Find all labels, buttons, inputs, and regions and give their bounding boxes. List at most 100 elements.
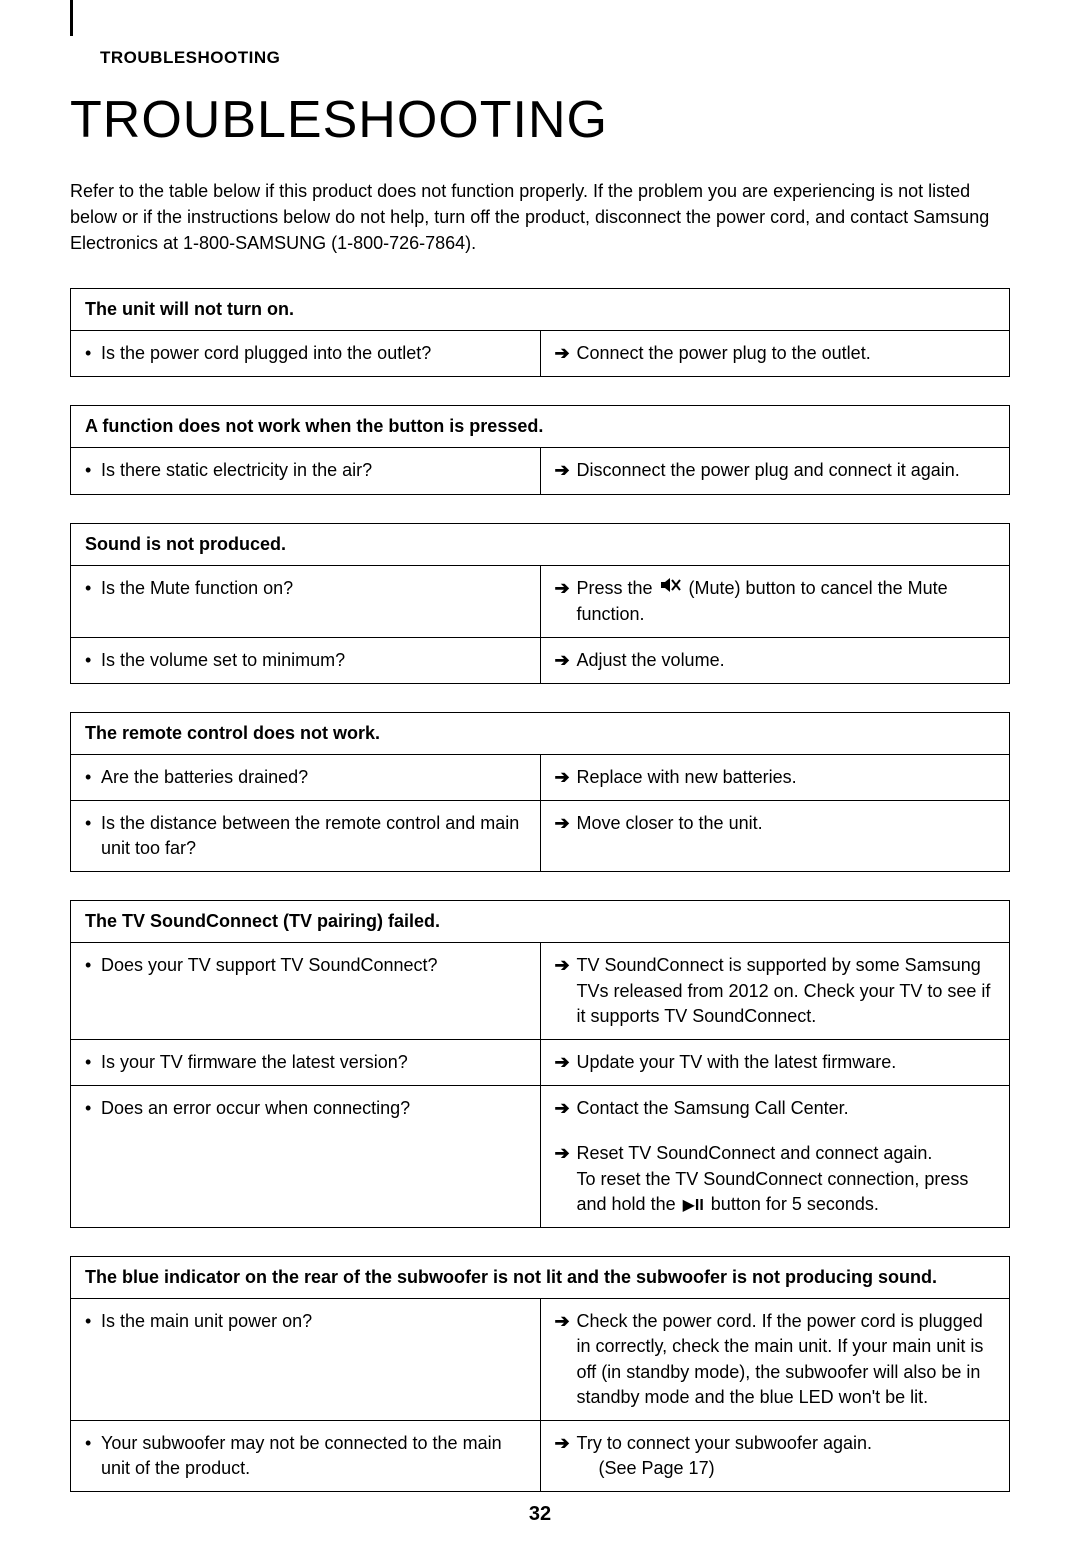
arrow-icon: ➔	[555, 811, 577, 836]
question-text: Does your TV support TV SoundConnect?	[101, 953, 526, 978]
answer-cell: ➔Update your TV with the latest firmware…	[540, 1040, 1010, 1086]
solution-item: ➔Contact the Samsung Call Center.	[555, 1096, 996, 1121]
solution-text: Press the (Mute) button to cancel the Mu…	[577, 576, 996, 627]
question-cell: •Your subwoofer may not be connected to …	[71, 1420, 541, 1491]
arrow-icon: ➔	[555, 1096, 577, 1121]
bullet-icon: •	[85, 341, 101, 366]
play-pause-icon: ▶II	[683, 1195, 704, 1217]
answer-cell: ➔Disconnect the power plug and connect i…	[540, 448, 1010, 494]
solution-text: Update your TV with the latest firmware.	[577, 1050, 996, 1075]
section-heading: A function does not work when the button…	[71, 406, 1010, 448]
arrow-icon: ➔	[555, 648, 577, 673]
solution-item: ➔Connect the power plug to the outlet.	[555, 341, 996, 366]
table-row: •Is the main unit power on?➔Check the po…	[71, 1299, 1010, 1421]
section-heading: The remote control does not work.	[71, 712, 1010, 754]
intro-paragraph: Refer to the table below if this product…	[70, 178, 1010, 256]
mute-icon	[660, 576, 682, 601]
table-row: •Is there static electricity in the air?…	[71, 448, 1010, 494]
section-heading: The TV SoundConnect (TV pairing) failed.	[71, 901, 1010, 943]
solution-text: Check the power cord. If the power cord …	[577, 1309, 996, 1410]
solution-item: ➔Try to connect your subwoofer again.(Se…	[555, 1431, 996, 1481]
bullet-icon: •	[85, 1050, 101, 1075]
arrow-icon: ➔	[555, 953, 577, 978]
section-heading: Sound is not produced.	[71, 523, 1010, 565]
question-cell: •Is there static electricity in the air?	[71, 448, 541, 494]
question-text: Is there static electricity in the air?	[101, 458, 526, 483]
section-heading: The blue indicator on the rear of the su…	[71, 1257, 1010, 1299]
answer-cell: ➔Try to connect your subwoofer again.(Se…	[540, 1420, 1010, 1491]
troubleshoot-section: Sound is not produced.•Is the Mute funct…	[70, 523, 1010, 684]
solution-text: Move closer to the unit.	[577, 811, 996, 836]
table-row: ➔Reset TV SoundConnect and connect again…	[71, 1131, 1010, 1227]
question-cell: •Is the main unit power on?	[71, 1299, 541, 1421]
question-text: Are the batteries drained?	[101, 765, 526, 790]
troubleshoot-section: The unit will not turn on.•Is the power …	[70, 288, 1010, 377]
answer-cell: ➔Check the power cord. If the power cord…	[540, 1299, 1010, 1421]
table-row: •Are the batteries drained? ➔Replace with…	[71, 754, 1010, 800]
arrow-icon: ➔	[555, 458, 577, 483]
troubleshoot-section: The blue indicator on the rear of the su…	[70, 1256, 1010, 1492]
arrow-icon: ➔	[555, 341, 577, 366]
bullet-icon: •	[85, 576, 101, 601]
question-text: Is the main unit power on?	[101, 1309, 526, 1334]
solution-item: ➔TV SoundConnect is supported by some Sa…	[555, 953, 996, 1029]
answer-cell: ➔Connect the power plug to the outlet.	[540, 331, 1010, 377]
table-row: •Your subwoofer may not be connected to …	[71, 1420, 1010, 1491]
table-row: •Is the Mute function on? ➔Press the (Mut…	[71, 565, 1010, 637]
table-row: •Is the distance between the remote cont…	[71, 801, 1010, 872]
solution-text: Contact the Samsung Call Center.	[577, 1096, 996, 1121]
arrow-icon: ➔	[555, 765, 577, 790]
question-cell: •Does your TV support TV SoundConnect?	[71, 943, 541, 1040]
question-cell: •Is your TV firmware the latest version?	[71, 1040, 541, 1086]
troubleshoot-section: A function does not work when the button…	[70, 405, 1010, 494]
answer-cell: ➔Move closer to the unit.	[540, 801, 1010, 872]
solution-item: ➔Press the (Mute) button to cancel the M…	[555, 576, 996, 627]
question-text: Is the volume set to minimum?	[101, 648, 526, 673]
question-text: Is the Mute function on?	[101, 576, 526, 601]
table-row: •Is the volume set to minimum? ➔Adjust th…	[71, 637, 1010, 683]
bullet-icon: •	[85, 1309, 101, 1334]
bullet-icon: •	[85, 765, 101, 790]
bullet-icon: •	[85, 648, 101, 673]
solution-item: ➔Update your TV with the latest firmware…	[555, 1050, 996, 1075]
solution-text: Connect the power plug to the outlet.	[577, 341, 996, 366]
solution-text: Reset TV SoundConnect and connect again.…	[577, 1141, 996, 1217]
solution-item: ➔Replace with new batteries.	[555, 765, 996, 790]
solution-item: ➔Adjust the volume.	[555, 648, 996, 673]
bullet-icon: •	[85, 458, 101, 483]
question-cell: •Does an error occur when connecting?	[71, 1086, 541, 1132]
question-text: Does an error occur when connecting?	[101, 1096, 526, 1121]
answer-cell: ➔Replace with new batteries.	[540, 754, 1010, 800]
question-text: Is your TV firmware the latest version?	[101, 1050, 526, 1075]
table-row: •Does your TV support TV SoundConnect?➔T…	[71, 943, 1010, 1040]
bullet-icon: •	[85, 953, 101, 978]
arrow-icon: ➔	[555, 1309, 577, 1334]
solution-text: TV SoundConnect is supported by some Sam…	[577, 953, 996, 1029]
question-cell: •Is the distance between the remote cont…	[71, 801, 541, 872]
solution-text: Disconnect the power plug and connect it…	[577, 458, 996, 483]
solution-item: ➔Disconnect the power plug and connect i…	[555, 458, 996, 483]
solution-text: Try to connect your subwoofer again.(See…	[577, 1431, 996, 1481]
question-text: Is the power cord plugged into the outle…	[101, 341, 526, 366]
bullet-icon: •	[85, 1096, 101, 1121]
solution-text: Adjust the volume.	[577, 648, 996, 673]
arrow-icon: ➔	[555, 576, 577, 601]
table-row: •Is the power cord plugged into the outl…	[71, 331, 1010, 377]
troubleshoot-section: The remote control does not work.•Are th…	[70, 712, 1010, 873]
arrow-icon: ➔	[555, 1050, 577, 1075]
header-accent-bar	[70, 0, 73, 36]
answer-cell: ➔Adjust the volume.	[540, 637, 1010, 683]
question-cell: •Is the Mute function on?	[71, 565, 541, 637]
answer-cell: ➔TV SoundConnect is supported by some Sa…	[540, 943, 1010, 1040]
table-row: •Is your TV firmware the latest version?…	[71, 1040, 1010, 1086]
question-cell: •Are the batteries drained?	[71, 754, 541, 800]
question-cell: •Is the volume set to minimum?	[71, 637, 541, 683]
bullet-icon: •	[85, 1431, 101, 1456]
answer-cell: ➔Contact the Samsung Call Center.	[540, 1086, 1010, 1132]
solution-text: Replace with new batteries.	[577, 765, 996, 790]
troubleshoot-section: The TV SoundConnect (TV pairing) failed.…	[70, 900, 1010, 1228]
question-cell: •Is the power cord plugged into the outl…	[71, 331, 541, 377]
question-cell	[71, 1131, 541, 1227]
table-row: •Does an error occur when connecting? ➔Co…	[71, 1086, 1010, 1132]
section-tag: TROUBLESHOOTING	[100, 48, 1010, 68]
